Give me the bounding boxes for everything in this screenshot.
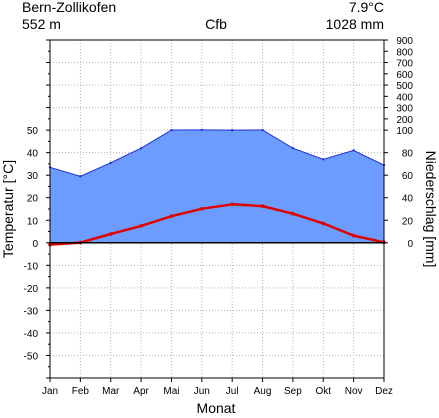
temperature-point (169, 214, 174, 219)
x-tick-label: Dez (375, 386, 393, 397)
precipitation-point (109, 161, 112, 165)
y-tick-label-left: -40 (24, 329, 39, 340)
y-tick-label-left: -20 (24, 284, 39, 295)
x-tick-label: Mar (102, 386, 120, 397)
temperature-point (260, 204, 265, 208)
y-tick-label-right: 80 (402, 149, 414, 160)
y-tick-label-right: 400 (396, 92, 413, 103)
precipitation-area-layer (48, 128, 386, 243)
y-tick-label-left: 20 (27, 194, 39, 205)
temperature-point (200, 206, 204, 211)
x-tick-label: Jun (194, 386, 210, 397)
y-tick-label-right: 800 (396, 47, 413, 58)
precipitation-point (352, 149, 355, 152)
precipitation-point (291, 146, 295, 150)
x-tick-label: Jan (42, 386, 58, 397)
precipitation-point (170, 128, 173, 132)
temperature-point (230, 202, 234, 207)
y-tick-label-right: 500 (396, 81, 413, 92)
x-tick-label: Aug (254, 386, 272, 397)
x-tick-label: Okt (315, 386, 331, 397)
temperature-line (49, 203, 385, 246)
precipitation-point (322, 158, 325, 161)
y-tick-label-left: 10 (27, 216, 39, 227)
y-tick-label-right: 200 (396, 115, 413, 126)
tick-labels: -50-40-30-20-100102030405002040608010020… (24, 36, 414, 397)
y-tick-label-left: 30 (27, 171, 39, 182)
x-tick-label: Nov (345, 386, 363, 397)
x-tick-label: Mai (163, 386, 179, 397)
temperature-point (108, 232, 113, 236)
x-tick-label: Feb (72, 386, 90, 397)
temperature-line-layer (48, 202, 386, 247)
y-tick-label-right: 40 (402, 194, 414, 205)
y-tick-label-left: -30 (24, 306, 39, 317)
temperature-point (321, 221, 326, 226)
y-tick-label-left: 0 (32, 239, 38, 250)
x-axis-title: Monat (197, 400, 236, 416)
y-tick-label-left: -50 (24, 351, 39, 362)
axes (46, 39, 388, 382)
y-tick-label-right: 60 (402, 171, 414, 182)
temperature-point (291, 211, 295, 216)
koppen-class: Cfb (205, 16, 227, 32)
annual-precipitation: 1028 mm (326, 16, 384, 32)
y-tick-label-right: 300 (396, 104, 413, 115)
precipitation-point (139, 146, 143, 150)
precipitation-area (50, 129, 384, 243)
y-tick-label-left: 40 (27, 149, 39, 160)
y-tick-label-right: 0 (407, 239, 413, 250)
precipitation-point (230, 128, 234, 132)
mean-temperature: 7.9°C (349, 0, 384, 15)
station-elevation: 552 m (22, 16, 61, 32)
precipitation-point (200, 128, 204, 132)
y-axis-title-left: Temperatur [°C] (0, 160, 16, 258)
x-tick-label: Apr (133, 386, 149, 397)
precipitation-line (49, 129, 385, 177)
y-axis-title-right: Niederschlag [mm] (423, 151, 439, 268)
y-tick-label-right: 700 (396, 59, 413, 70)
y-tick-label-right: 100 (396, 126, 413, 137)
y-tick-label-left: 50 (27, 126, 39, 137)
x-tick-label: Sep (284, 386, 302, 397)
precipitation-point (79, 175, 82, 178)
temperature-point (351, 233, 356, 238)
precipitation-point (261, 128, 264, 132)
temperature-point (139, 224, 143, 228)
x-tick-label: Jul (226, 386, 239, 397)
y-tick-label-right: 20 (402, 216, 414, 227)
y-tick-label-right: 600 (396, 70, 413, 81)
y-tick-label-left: -10 (24, 261, 39, 272)
y-tick-label-right: 900 (396, 36, 413, 47)
station-name: Bern-Zollikofen (22, 0, 116, 15)
